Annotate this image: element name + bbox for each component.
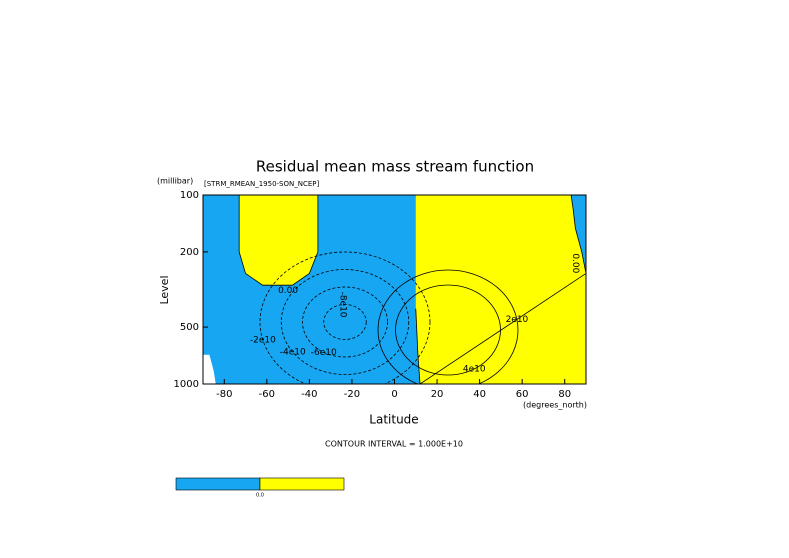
y-axis-label: Level — [158, 275, 171, 304]
x-axis-label: Latitude — [369, 413, 418, 427]
colorbar-swatch — [259, 477, 345, 491]
y-tick-label: 200 — [180, 247, 199, 258]
colorbar-label: 0.0 — [256, 493, 264, 499]
contour-line — [238, 195, 319, 286]
positive-fill — [415, 195, 586, 384]
contour-label: -6e10 — [311, 348, 337, 358]
x-tick-label: 40 — [473, 389, 486, 400]
contour-line — [415, 195, 586, 384]
x-tick-label: -60 — [259, 389, 275, 400]
y-tick-label: 100 — [180, 190, 199, 201]
contour-line — [323, 304, 367, 340]
missing-area — [203, 354, 216, 384]
x-tick-label: -80 — [216, 389, 232, 400]
contour-line — [280, 269, 410, 375]
contour-line — [302, 286, 388, 358]
chart-title: Residual mean mass stream function — [256, 158, 534, 176]
contour-label: 2e10 — [506, 315, 529, 325]
contour-label: -8e10 — [338, 292, 348, 318]
plot-area — [203, 195, 586, 384]
contour-label: -4e10 — [280, 348, 306, 358]
contour-line — [259, 251, 431, 384]
x-units: (degrees_north) — [523, 401, 587, 410]
x-tick-label: 0 — [391, 389, 397, 400]
y-tick-label: 500 — [180, 322, 199, 333]
subtitle: [STRM_RMEAN_1950-SON_NCEP] — [204, 180, 320, 188]
contour-label: 0.00 — [570, 253, 580, 273]
contour-label: 4e10 — [463, 364, 486, 374]
y-units: (millibar) — [157, 177, 193, 186]
y-tick-label: 1000 — [174, 379, 199, 390]
contour-line — [377, 269, 519, 384]
contour-note: CONTOUR INTERVAL = 1.000E+10 — [325, 440, 463, 449]
x-tick-label: 60 — [516, 389, 529, 400]
contour-line — [395, 284, 501, 376]
positive-fill — [239, 195, 318, 286]
x-tick-label: 20 — [431, 389, 444, 400]
contour-label: -2e10 — [250, 336, 276, 346]
x-tick-label: -20 — [344, 389, 360, 400]
x-tick-label: -40 — [301, 389, 317, 400]
colorbar-swatch — [175, 477, 261, 491]
contour-label: 0.00 — [278, 286, 298, 296]
x-tick-label: 80 — [558, 389, 571, 400]
